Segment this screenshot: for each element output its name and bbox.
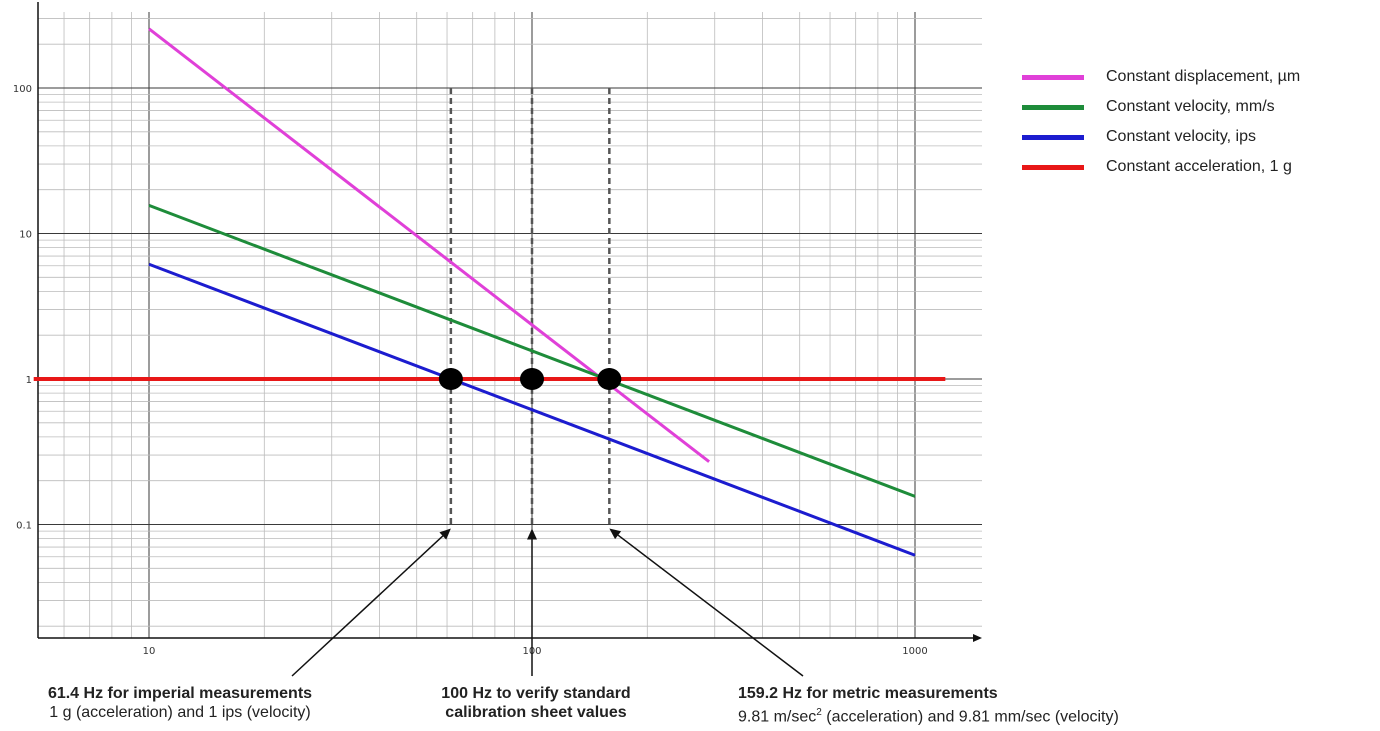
annotation-metric: 159.2 Hz for metric measurements 9.81 m/… [738,684,1119,726]
legend-swatch-acceleration [1022,164,1084,170]
x-tick-label: 10 [143,646,156,657]
annotation-metric-text: 9.81 m/sec2 (acceleration) and 9.81 mm/s… [738,703,1119,726]
annotation-arrow-imperial-head [439,528,451,540]
annotation-arrow-standard-head [527,528,537,540]
legend-item-displacement: Constant displacement, µm [1022,62,1300,92]
x-tick-label: 1000 [902,646,927,657]
annotation-standard-text: calibration sheet values [445,704,627,721]
y-tick-label: 1 [26,375,32,386]
legend-item-velocity-ips: Constant velocity, ips [1022,122,1300,152]
legend-label-velocity-ips: Constant velocity, ips [1106,128,1256,145]
intersection-marker [438,368,463,390]
legend-item-acceleration: Constant acceleration, 1 g [1022,152,1300,182]
x-axis-arrow [973,634,982,642]
y-tick-label: 0.1 [16,521,32,532]
plot-area [38,12,982,638]
annotation-standard-title: 100 Hz to verify standard [441,685,631,702]
legend-label-acceleration: Constant acceleration, 1 g [1106,158,1292,175]
y-tick-label: 10 [19,230,32,241]
intersection-marker [597,368,622,390]
intersection-marker [520,368,544,390]
annotation-arrow-metric-head [609,528,622,540]
legend-swatch-displacement [1022,74,1084,80]
legend-swatch-velocity-ips [1022,134,1084,140]
legend-swatch-velocity-mms [1022,104,1084,110]
annotation-imperial: 61.4 Hz for imperial measurements 1 g (a… [0,684,370,722]
series-line-velocity-mms [148,203,916,498]
annotation-metric-text-a: 9.81 m/sec [738,708,817,726]
legend-label-velocity-mms: Constant velocity, mm/s [1106,98,1275,115]
annotation-metric-text-b: (acceleration) and 9.81 mm/sec (velocity… [821,708,1119,726]
legend-item-velocity-mms: Constant velocity, mm/s [1022,92,1300,122]
annotation-metric-title: 159.2 Hz for metric measurements [738,685,998,702]
annotation-imperial-text: 1 g (acceleration) and 1 ips (velocity) [49,704,311,721]
annotation-standard: 100 Hz to verify standard calibration sh… [396,684,676,722]
annotation-imperial-title: 61.4 Hz for imperial measurements [47,685,313,702]
annotation-metric-superscript: 2 [816,707,822,718]
series-line-velocity-ips [148,262,916,557]
series-line-displacement [148,27,711,463]
annotation-arrow-metric [617,534,804,677]
annotation-arrow-imperial [291,535,444,677]
y-tick-label: 100 [13,84,32,95]
chart-legend: Constant displacement, µm Constant veloc… [1022,62,1300,182]
legend-label-displacement: Constant displacement, µm [1106,68,1301,85]
